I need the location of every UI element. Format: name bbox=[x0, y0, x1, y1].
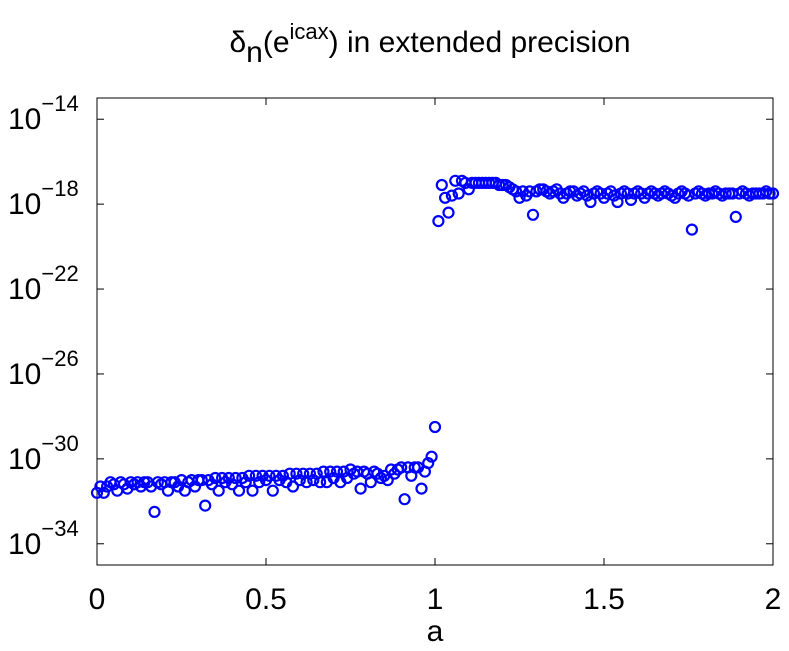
chart-title: δn(eicax) in extended precision bbox=[229, 19, 630, 69]
x-tick-label: 0 bbox=[89, 583, 106, 616]
title-subscript: n bbox=[246, 36, 263, 69]
data-point bbox=[364, 476, 377, 489]
data-point bbox=[428, 420, 442, 434]
data-point bbox=[249, 469, 262, 482]
data-point bbox=[509, 185, 523, 198]
data-point bbox=[435, 178, 448, 192]
data-point bbox=[229, 471, 242, 485]
data-point bbox=[222, 471, 235, 485]
data-point bbox=[243, 469, 256, 482]
data-point bbox=[239, 476, 252, 489]
data-point bbox=[97, 486, 110, 499]
data-points bbox=[90, 174, 780, 518]
data-point bbox=[526, 208, 540, 221]
data-point bbox=[199, 499, 212, 512]
data-point bbox=[324, 465, 337, 478]
data-point bbox=[432, 215, 445, 228]
data-point bbox=[290, 467, 303, 480]
data-point bbox=[445, 189, 458, 202]
data-point bbox=[293, 474, 306, 487]
data-point bbox=[94, 480, 107, 493]
y-tick-label: 10−34 bbox=[8, 516, 79, 561]
data-point bbox=[729, 210, 742, 223]
x-tick-label: 1.5 bbox=[583, 583, 625, 616]
data-point bbox=[90, 486, 104, 499]
data-point bbox=[395, 461, 408, 474]
data-point bbox=[283, 467, 296, 480]
data-point bbox=[188, 480, 202, 493]
title-superscript: icax bbox=[290, 19, 329, 44]
data-point bbox=[212, 484, 225, 497]
plot-area bbox=[96, 97, 774, 566]
axis-ticks bbox=[96, 98, 774, 565]
title-base: δ bbox=[229, 26, 246, 59]
data-point bbox=[462, 183, 475, 196]
data-point bbox=[685, 223, 699, 236]
y-tick-label: 10−22 bbox=[8, 261, 79, 306]
data-point bbox=[307, 474, 320, 487]
data-point bbox=[253, 476, 266, 489]
data-point bbox=[422, 457, 435, 470]
data-point bbox=[314, 476, 327, 489]
data-point bbox=[330, 465, 344, 478]
data-point bbox=[205, 478, 218, 491]
data-point bbox=[266, 484, 279, 497]
data-point bbox=[513, 191, 526, 204]
x-tick-labels: 0 0.5 1 1.5 2 bbox=[89, 583, 782, 616]
data-point bbox=[148, 505, 161, 518]
data-point bbox=[425, 450, 438, 463]
y-tick-label: 10−18 bbox=[8, 176, 79, 221]
y-tick-label: 10−14 bbox=[8, 91, 79, 136]
data-point bbox=[682, 189, 695, 202]
data-point bbox=[354, 482, 367, 495]
data-point bbox=[226, 478, 239, 491]
data-point bbox=[195, 474, 208, 487]
x-tick-label: 0.5 bbox=[245, 583, 287, 616]
data-point bbox=[624, 193, 638, 206]
data-point bbox=[442, 206, 455, 219]
data-point bbox=[439, 191, 452, 204]
data-point bbox=[276, 469, 289, 482]
y-tick-label: 10−30 bbox=[8, 431, 79, 476]
data-point bbox=[580, 189, 594, 202]
title-tail: ) in extended precision bbox=[329, 26, 631, 59]
data-point bbox=[317, 465, 330, 478]
data-point bbox=[209, 471, 222, 485]
data-point bbox=[766, 187, 780, 200]
x-axis-label: a bbox=[427, 615, 444, 648]
y-tick-labels: 10−14 10−18 10−22 10−26 10−30 10−34 bbox=[8, 91, 79, 561]
x-tick-label: 2 bbox=[765, 583, 782, 616]
data-point bbox=[286, 480, 300, 493]
title-middle: (e bbox=[263, 26, 290, 59]
data-point bbox=[263, 469, 276, 482]
data-point bbox=[246, 484, 259, 497]
x-tick-label: 1 bbox=[427, 583, 444, 616]
data-point bbox=[232, 484, 246, 497]
data-point bbox=[415, 482, 428, 495]
data-point bbox=[607, 189, 621, 202]
data-point bbox=[303, 467, 316, 480]
data-point bbox=[398, 493, 411, 506]
y-tick-label: 10−26 bbox=[8, 346, 79, 391]
data-point bbox=[452, 187, 465, 200]
data-point bbox=[381, 474, 394, 487]
